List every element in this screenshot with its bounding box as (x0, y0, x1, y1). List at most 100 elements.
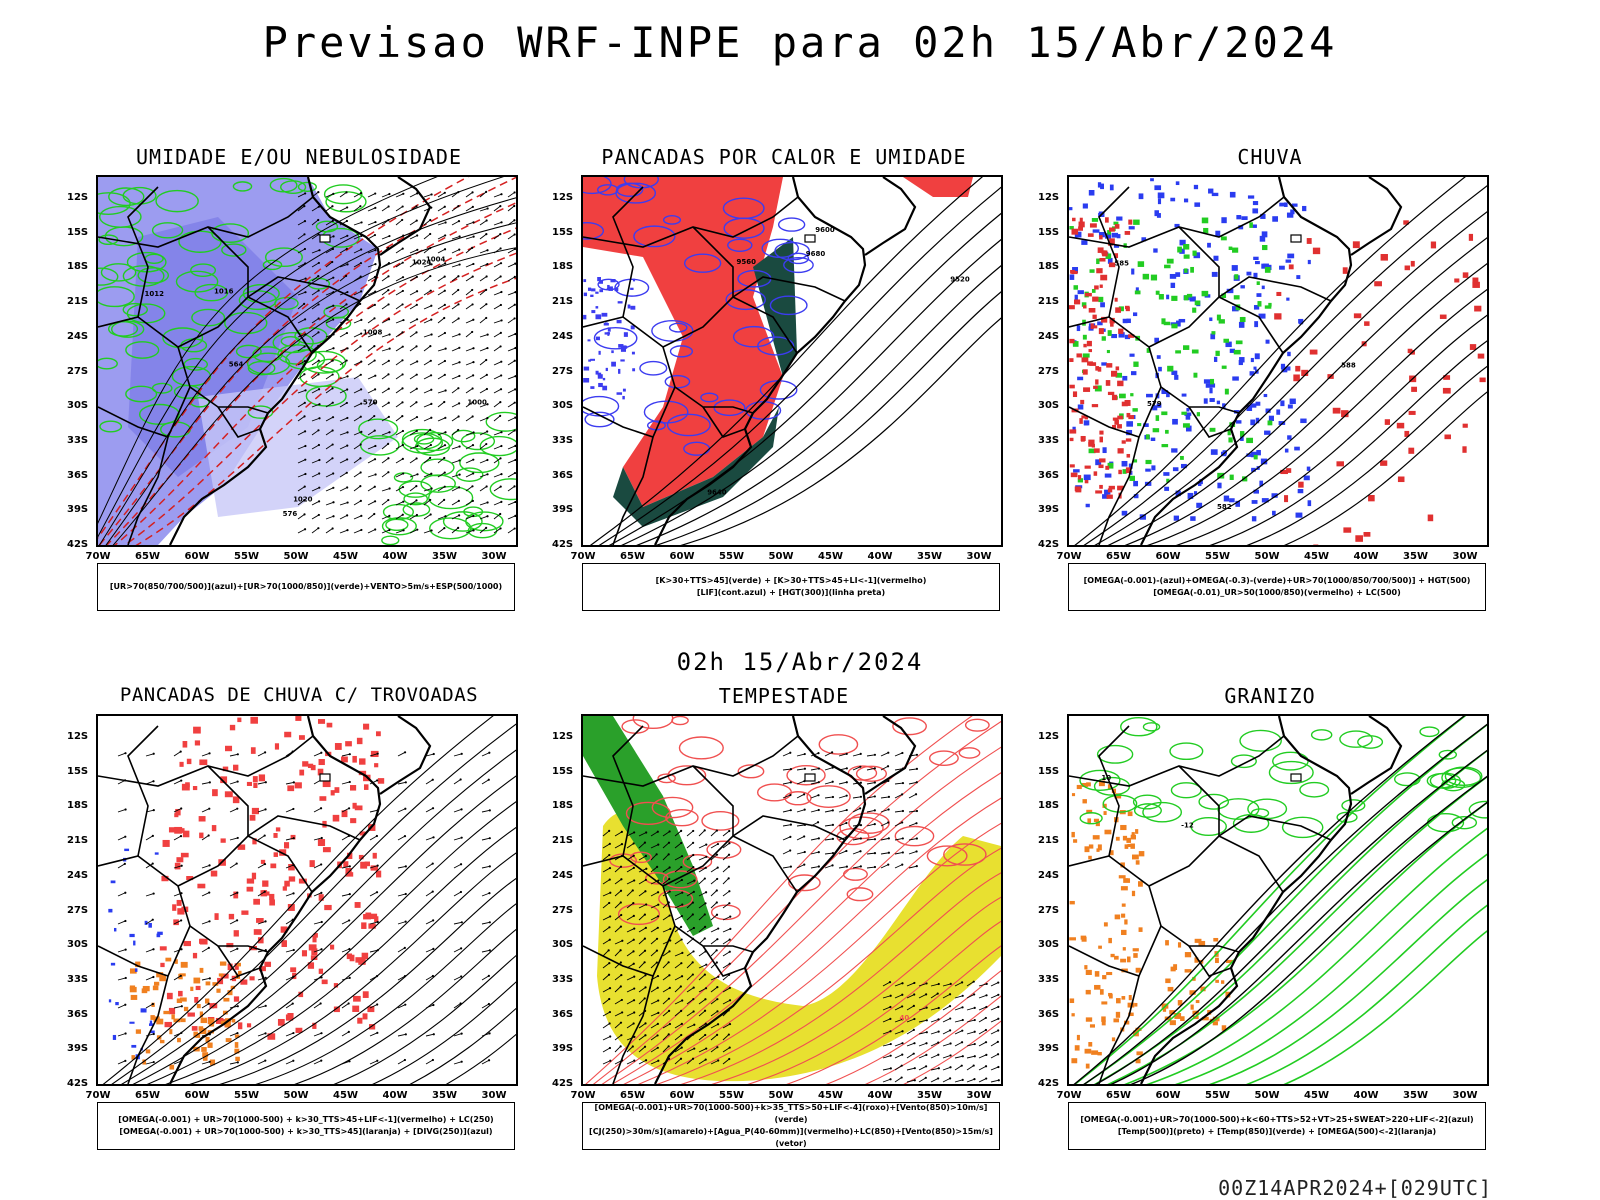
lon-tick-label: 70W (570, 551, 596, 562)
lon-tick-label: 30W (1452, 1090, 1478, 1101)
panel-legend: [UR>70(850/700/500)](azul)+[UR>70(1000/8… (97, 563, 515, 611)
lon-tick-label: 60W (1155, 1090, 1181, 1101)
lon-tick-label: 65W (135, 551, 160, 562)
lon-tick-label: 55W (1205, 1090, 1230, 1101)
lat-tick-label: 18S (67, 261, 89, 273)
lat-tick-label: 15S (67, 765, 89, 777)
lon-tick-label: 60W (669, 551, 695, 562)
map-boundaries (98, 177, 432, 545)
lon-tick-label: 55W (719, 1090, 744, 1101)
lon-tick-label: 55W (1205, 551, 1230, 562)
panel-tempestade: TEMPESTADE 40 12S 15S 18S 21S 24S 27S 30S 33S 36S 3… (544, 684, 1024, 1184)
forecast-map (98, 716, 516, 1084)
lon-tick-label: 35W (1403, 1090, 1428, 1101)
panel-granizo: GRANIZO -12 10 12S 15S 18S 21S 24S 27S 30S 33S 36S 3… (1030, 684, 1510, 1184)
lat-tick-label: 39S (1038, 1043, 1060, 1055)
contour-label: 582 (1217, 503, 1232, 511)
lon-tick-label: 50W (283, 1090, 309, 1101)
map-frame (96, 714, 518, 1086)
lon-tick-label: 55W (719, 551, 744, 562)
contour-label: 585 (1114, 259, 1129, 267)
lon-tick-label: 35W (1403, 551, 1428, 562)
lon-tick-label: 55W (234, 1090, 259, 1101)
lat-tick-label: 15S (67, 226, 89, 238)
legend-line: [CJ(250)>30m/s](amarelo)+[Agua_P(40-60mm… (589, 1127, 993, 1148)
lat-tick-label: 36S (67, 1008, 89, 1020)
panel-legend: [OMEGA(-0.001) + UR>70(1000-500) + k>30_… (97, 1102, 515, 1150)
lat-tick-label: 30S (67, 939, 89, 951)
main-title: Previsao WRF-INPE para 02h 15/Abr/2024 (262, 18, 1338, 67)
lon-tick-label: 70W (85, 551, 111, 562)
contour-label: 40 (900, 1014, 910, 1022)
lon-tick-label: 45W (818, 1090, 843, 1101)
lon-tick-label: 50W (1254, 551, 1280, 562)
lat-tick-label: 15S (1038, 226, 1060, 238)
panel-legend: [OMEGA(-0.001)-(azul)+OMEGA(-0.3)-(verde… (1068, 563, 1486, 611)
lon-tick-label: 65W (620, 551, 645, 562)
lat-tick-label: 18S (552, 800, 574, 812)
contour-label: 1000 (467, 399, 487, 407)
lon-tick-label: 30W (481, 1090, 507, 1101)
lat-tick-label: 24S (552, 869, 574, 881)
contour-label: 9680 (806, 250, 826, 258)
lon-tick-label: 65W (620, 1090, 645, 1101)
lat-tick-label: 42S (1038, 539, 1060, 550)
lat-tick-label: 12S (1038, 731, 1060, 742)
lat-tick-label: 42S (552, 1078, 574, 1089)
lat-tick-label: 36S (552, 1008, 574, 1020)
lat-tick-label: 12S (552, 192, 574, 203)
legend-line: [Temp(500)](preto) + [Temp(850)](verde) … (1117, 1127, 1437, 1136)
lat-tick-label: 21S (67, 835, 89, 847)
lat-tick-label: 18S (552, 261, 574, 273)
lon-tick-label: 65W (135, 1090, 160, 1101)
lon-tick-label: 70W (1056, 551, 1082, 562)
contour-label: 579 (1147, 400, 1162, 408)
panel-title: PANCADAS DE CHUVA C/ TROVOADAS (119, 684, 479, 706)
lat-tick-label: 18S (67, 800, 89, 812)
forecast-map: 585 579 582 588 (1069, 177, 1487, 545)
lat-tick-label: 24S (67, 869, 89, 881)
lat-tick-label: 33S (552, 973, 574, 985)
panel-title: TEMPESTADE (718, 684, 850, 708)
lat-tick-label: 21S (552, 296, 574, 308)
contour-label: 1012 (145, 290, 165, 298)
map-boundaries (1069, 716, 1403, 1084)
lon-tick-label: 35W (917, 551, 942, 562)
lon-tick-label: 50W (768, 551, 794, 562)
legend-line: [UR>70(850/700/500)](azul)+[UR>70(1000/8… (109, 582, 503, 591)
legend-line: [OMEGA(-0.001)+UR>70(1000-500)+k>35_TTS>… (594, 1103, 988, 1124)
contour-label: 10 (1101, 774, 1111, 782)
lon-tick-label: 45W (818, 551, 843, 562)
lat-tick-label: 36S (67, 469, 89, 481)
contour-label: 1008 (363, 329, 383, 337)
lon-tick-label: 45W (333, 1090, 358, 1101)
panel-pancadas-trovoadas: PANCADAS DE CHUVA C/ TROVOADAS 12S 15S 18S 2… (59, 684, 539, 1184)
lat-tick-label: 21S (1038, 835, 1060, 847)
lon-tick-label: 55W (234, 551, 259, 562)
lat-tick-label: 18S (1038, 261, 1060, 273)
forecast-map: 1012 1016 1008 1020 1024 576 570 564 1004 1000 (98, 177, 516, 545)
map-boundaries (1069, 177, 1403, 545)
map-boundaries (583, 177, 917, 545)
map-frame: -12 10 (1067, 714, 1489, 1086)
lon-tick-label: 70W (85, 1090, 111, 1101)
lat-tick-label: 36S (552, 469, 574, 481)
lat-tick-label: 24S (552, 330, 574, 342)
lon-tick-label: 30W (1452, 551, 1478, 562)
lat-tick-label: 39S (552, 1043, 574, 1055)
lon-tick-label: 65W (1106, 551, 1131, 562)
lat-tick-label: 24S (1038, 330, 1060, 342)
legend-line: [LIF](cont.azul) + [HGT(300)](linha pret… (696, 588, 886, 597)
panel-title: GRANIZO (1224, 684, 1316, 708)
contour-label: 576 (283, 510, 298, 518)
mid-time-label: 02h 15/Abr/2024 (676, 648, 924, 676)
legend-line: [OMEGA(-0.001) + UR>70(1000-500) + k>30_… (119, 1127, 493, 1136)
contour-label: 564 (229, 361, 244, 369)
lat-tick-label: 39S (67, 504, 89, 516)
map-frame: 9680 9600 9520 9560 9640 (581, 175, 1003, 547)
lat-tick-label: 36S (1038, 469, 1060, 481)
contour-label: 1016 (214, 287, 234, 295)
lon-tick-label: 50W (283, 551, 309, 562)
contour-label: 588 (1341, 362, 1356, 370)
map-frame: 585 579 582 588 (1067, 175, 1489, 547)
